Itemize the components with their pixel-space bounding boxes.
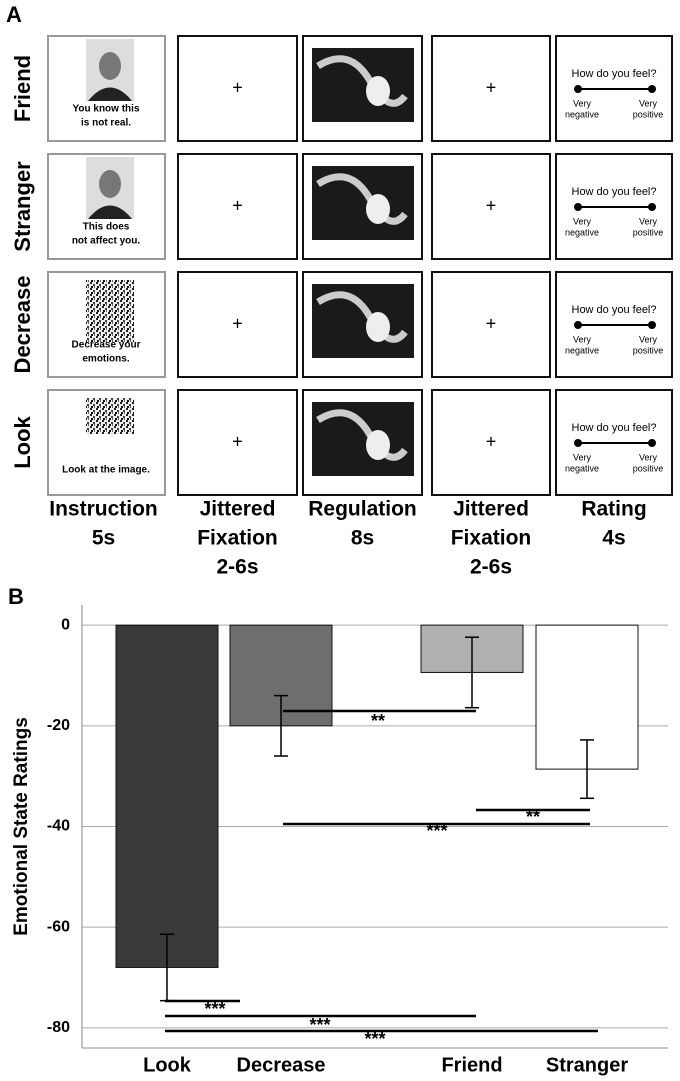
instruction-text: You know this [72, 104, 139, 115]
x-tick-label: Friend [441, 1054, 502, 1076]
column-label: 4s [602, 527, 625, 550]
condition-label: Stranger [10, 161, 35, 252]
rating-low: negative [565, 345, 599, 355]
snake-mouth [366, 430, 390, 460]
rating-low: Very [573, 216, 592, 226]
rating-end [574, 203, 582, 211]
snake-mouth [366, 194, 390, 224]
rating-high: positive [633, 109, 664, 119]
condition-label: Look [10, 415, 35, 468]
rating-end [648, 321, 656, 329]
fixation-cross: + [232, 431, 243, 451]
condition-label: Friend [10, 55, 35, 122]
figure: A B Friend You know this is not real. + + How… [0, 0, 680, 1081]
column-label: 8s [351, 527, 374, 550]
fixation-cross: + [232, 313, 243, 333]
column-label: Fixation [197, 527, 278, 550]
column-label: Jittered [200, 498, 276, 521]
fixation-cross: + [486, 313, 497, 333]
x-tick-label: Look [143, 1054, 192, 1076]
rating-high: positive [633, 345, 664, 355]
face-head [99, 52, 121, 80]
column-label: Regulation [308, 498, 417, 521]
column-label: Rating [581, 498, 646, 521]
rating-high: Very [639, 216, 658, 226]
rating-high: positive [633, 463, 664, 473]
rating-low: Very [573, 334, 592, 344]
fixation-cross: + [232, 77, 243, 97]
fixation-cross: + [486, 431, 497, 451]
instruction-text: Decrease your [72, 340, 141, 351]
rating-low: negative [565, 109, 599, 119]
y-tick-label: -40 [47, 818, 70, 835]
panel-label: A [6, 2, 22, 27]
scrambled-image [86, 398, 134, 434]
instruction-text: Look at the image. [62, 465, 150, 476]
x-tick-label: Decrease [237, 1054, 326, 1076]
y-tick-label: 0 [61, 616, 70, 633]
y-axis-title: Emotional State Ratings [11, 717, 32, 936]
rating-low: negative [565, 463, 599, 473]
x-tick-label: Stranger [546, 1054, 628, 1076]
rating-end [574, 85, 582, 93]
y-tick-label: -60 [47, 918, 70, 935]
column-label: Fixation [451, 527, 532, 550]
rating-question: How do you feel? [572, 68, 657, 80]
fixation-cross: + [486, 77, 497, 97]
rating-high: positive [633, 227, 664, 237]
column-label: 2-6s [216, 556, 258, 579]
face-head [99, 170, 121, 198]
instruction-text: emotions. [82, 354, 129, 365]
significance-label: *** [426, 821, 447, 841]
rating-end [648, 85, 656, 93]
rating-end [648, 203, 656, 211]
fixation-cross: + [486, 195, 497, 215]
column-label: Jittered [453, 498, 529, 521]
significance-label: *** [364, 1029, 385, 1049]
rating-low: Very [573, 98, 592, 108]
rating-end [574, 439, 582, 447]
column-label: Instruction [49, 498, 158, 521]
instruction-text: not affect you. [72, 236, 141, 247]
rating-end [574, 321, 582, 329]
fixation-cross: + [232, 195, 243, 215]
rating-high: Very [639, 98, 658, 108]
snake-mouth [366, 312, 390, 342]
rating-low: negative [565, 227, 599, 237]
instruction-text: is not real. [81, 118, 131, 129]
bar [116, 625, 218, 967]
rating-question: How do you feel? [572, 186, 657, 198]
column-label: 5s [92, 527, 115, 550]
rating-question: How do you feel? [572, 422, 657, 434]
y-tick-label: -20 [47, 717, 70, 734]
significance-label: ** [526, 807, 540, 827]
condition-label: Decrease [10, 276, 35, 374]
rating-high: Very [639, 452, 658, 462]
snake-mouth [366, 76, 390, 106]
panel-label: B [8, 584, 24, 609]
rating-question: How do you feel? [572, 304, 657, 316]
y-tick-label: -80 [47, 1019, 70, 1036]
rating-end [648, 439, 656, 447]
scrambled-image [86, 280, 134, 342]
significance-label: ** [371, 711, 385, 731]
rating-high: Very [639, 334, 658, 344]
column-label: 2-6s [470, 556, 512, 579]
instruction-text: This does [83, 222, 130, 233]
rating-low: Very [573, 452, 592, 462]
